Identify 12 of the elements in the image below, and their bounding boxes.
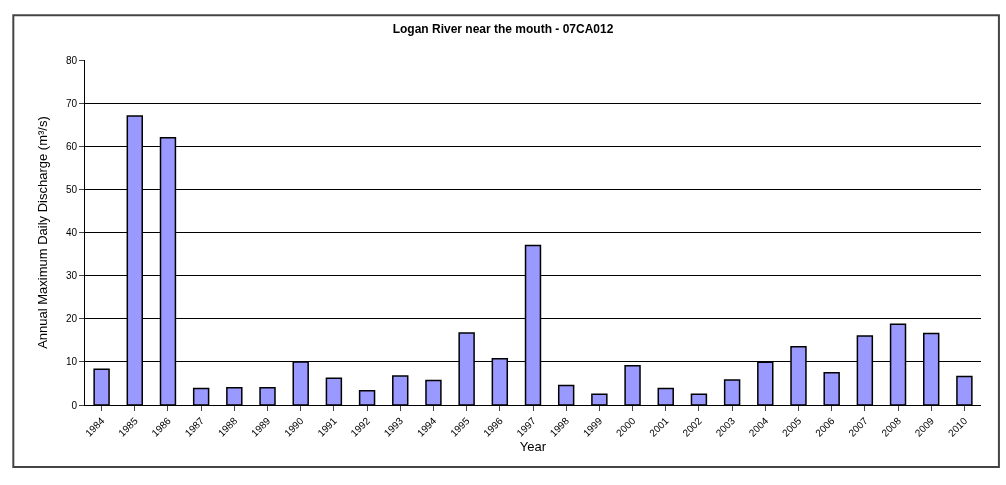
y-axis-title: Annual Maximum Daily Discharge (m³/s) bbox=[34, 116, 50, 349]
y-tick-label: 20 bbox=[65, 313, 78, 325]
y-tick-label: 80 bbox=[65, 54, 78, 66]
y-tick-label: 10 bbox=[65, 356, 78, 368]
y-tick-label: 50 bbox=[65, 183, 78, 195]
y-tick-label: 40 bbox=[65, 227, 78, 238]
x-axis-title: Year bbox=[519, 438, 547, 454]
y-tick-label: 30 bbox=[65, 270, 78, 282]
y-tick-label: 0 bbox=[71, 399, 78, 411]
y-tick-label: 70 bbox=[65, 97, 78, 109]
y-tick-label: 60 bbox=[65, 140, 78, 152]
chart-title: Logan River near the mouth - 07CA012 bbox=[392, 21, 614, 36]
